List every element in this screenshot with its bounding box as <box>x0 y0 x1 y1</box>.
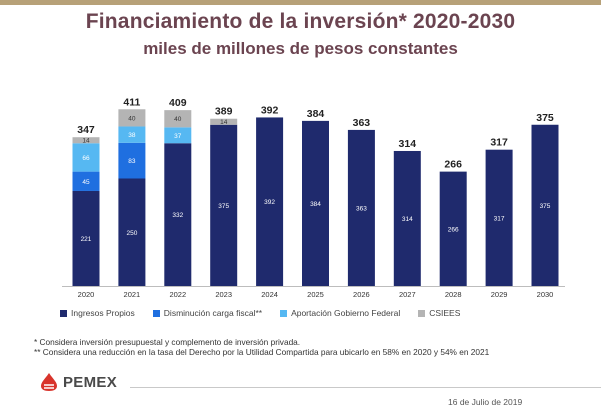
top-accent-bar <box>0 0 601 5</box>
bar-segment <box>164 127 192 144</box>
bar-value-label: 266 <box>448 226 459 233</box>
bar-value-label: 83 <box>128 158 136 165</box>
pemex-logo: PEMEX <box>38 372 117 392</box>
x-tick-label: 2030 <box>537 290 554 299</box>
bar-value-label: 332 <box>172 212 183 219</box>
bar-total-label: 411 <box>123 96 140 108</box>
legend-swatch <box>280 309 288 317</box>
x-tick-label: 2029 <box>491 290 508 299</box>
legend-label: Aportación Gobierno Federal <box>291 308 401 318</box>
bar-value-label: 384 <box>310 201 321 208</box>
bar-value-label: 375 <box>540 203 551 210</box>
x-tick-label: 2020 <box>78 290 95 299</box>
bar-total-label: 389 <box>215 106 233 118</box>
legend-item: Ingresos Propios <box>60 308 135 318</box>
legend-label: CSIEES <box>429 308 461 318</box>
bar-value-label: 314 <box>402 216 413 223</box>
bar-total-label: 384 <box>307 108 325 120</box>
bar-total-label: 409 <box>169 97 187 109</box>
bar-value-label: 375 <box>218 203 229 210</box>
bar-segment <box>485 149 513 286</box>
bar-total-label: 363 <box>353 117 371 129</box>
x-tick-label: 2026 <box>353 290 370 299</box>
bar-segment <box>256 117 284 286</box>
bar-segment <box>118 126 146 143</box>
chart-title: Financiamiento de la inversión* 2020-203… <box>85 10 516 33</box>
bar-segment <box>439 171 467 286</box>
x-tick-label: 2025 <box>307 290 324 299</box>
footer-date: 16 de Julio de 2019 <box>448 397 523 407</box>
x-tick-label: 2027 <box>399 290 416 299</box>
footer-divider <box>130 387 601 388</box>
bar-value-label: 363 <box>356 205 367 212</box>
pemex-drop-icon <box>41 373 57 391</box>
bar-value-label: 37 <box>174 133 182 140</box>
bar-value-label: 14 <box>220 119 228 126</box>
bar-value-label: 221 <box>81 236 92 243</box>
legend-label: Ingresos Propios <box>71 308 135 318</box>
bar-value-label: 66 <box>82 155 90 162</box>
bar-value-label: 14 <box>82 138 90 145</box>
legend-item: Disminución carga fiscal** <box>152 308 263 318</box>
bar-segment <box>164 110 192 128</box>
x-tick-label: 2028 <box>445 290 462 299</box>
bar-total-label: 375 <box>536 112 554 124</box>
bar-segment <box>347 129 375 286</box>
bar-value-label: 40 <box>128 115 136 122</box>
bar-segment <box>210 124 238 286</box>
bar-total-label: 392 <box>261 104 279 116</box>
bar-value-label: 40 <box>174 116 182 123</box>
x-tick-label: 2021 <box>124 290 141 299</box>
bar-total-label: 266 <box>444 159 462 171</box>
bar-total-label: 347 <box>77 124 95 136</box>
bar-value-label: 250 <box>126 230 137 237</box>
bar-total-label: 314 <box>399 138 417 150</box>
x-tick-label: 2024 <box>261 290 278 299</box>
logo-text: PEMEX <box>63 373 118 391</box>
bar-value-label: 45 <box>82 179 90 186</box>
footnote-2: ** Considera una reducción en la tasa de… <box>34 347 490 357</box>
bar-segment <box>72 137 100 144</box>
bar-segment <box>210 118 238 125</box>
bar-value-label: 317 <box>494 215 505 222</box>
legend-item: CSIEES <box>418 308 460 318</box>
bar-segment <box>72 190 100 286</box>
footnote-1: * Considera inversión presupuestal y com… <box>34 337 301 347</box>
bar-segment <box>118 178 146 286</box>
bar-segment <box>72 171 100 191</box>
legend-swatch <box>60 309 67 317</box>
chart-subtitle: miles de millones de pesos constantes <box>143 39 458 58</box>
bar-segment <box>393 150 421 286</box>
legend-label: Disminución carga fiscal** <box>163 308 263 318</box>
bar-segment <box>118 109 146 127</box>
bar-value-label: 392 <box>264 199 275 206</box>
x-tick-label: 2022 <box>169 290 186 299</box>
bar-total-label: 317 <box>490 137 508 149</box>
bar-segment <box>72 143 100 172</box>
bar-segment <box>531 124 559 286</box>
chart-legend: Ingresos Propios Disminución carga fiscal… <box>60 308 460 318</box>
bar-segment <box>302 120 329 286</box>
legend-item: Aportación Gobierno Federal <box>280 308 400 318</box>
legend-swatch <box>152 309 160 317</box>
bar-segment <box>118 142 146 179</box>
x-tick-label: 2023 <box>215 290 232 299</box>
bar-value-label: 38 <box>128 132 136 139</box>
legend-swatch <box>418 309 426 317</box>
bar-segment <box>164 143 192 286</box>
